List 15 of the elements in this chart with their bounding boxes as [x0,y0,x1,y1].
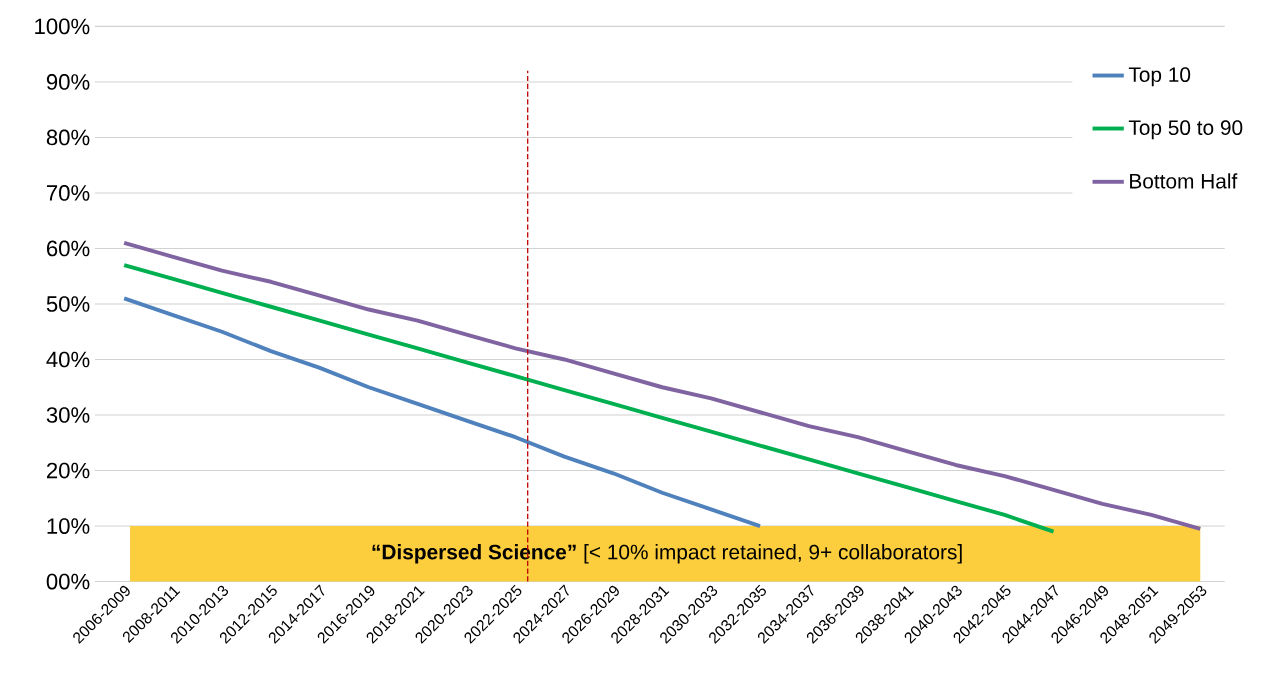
y-tick-label: 80% [46,129,90,146]
band-label: “Dispersed Science” [< 10% impact retained, 9+ collaborators] [372,544,962,564]
y-tick-label: 50% [46,296,90,312]
y-tick-label: 100% [35,18,90,35]
legend-label: Top 10 [1128,67,1191,87]
legend-label: Top 50 to 90 [1128,120,1243,140]
y-tick-label: 70% [47,185,90,201]
legend-label: Bottom Half [1130,173,1238,189]
y-tick-label: 90% [46,74,90,90]
y-tick-label: 30% [46,407,90,423]
y-tick-label: 10% [47,518,90,534]
y-tick-label: 40% [46,351,90,368]
y-tick-label: 20% [46,462,90,479]
line-series [122,296,762,528]
y-tick-label: 60% [46,240,90,257]
